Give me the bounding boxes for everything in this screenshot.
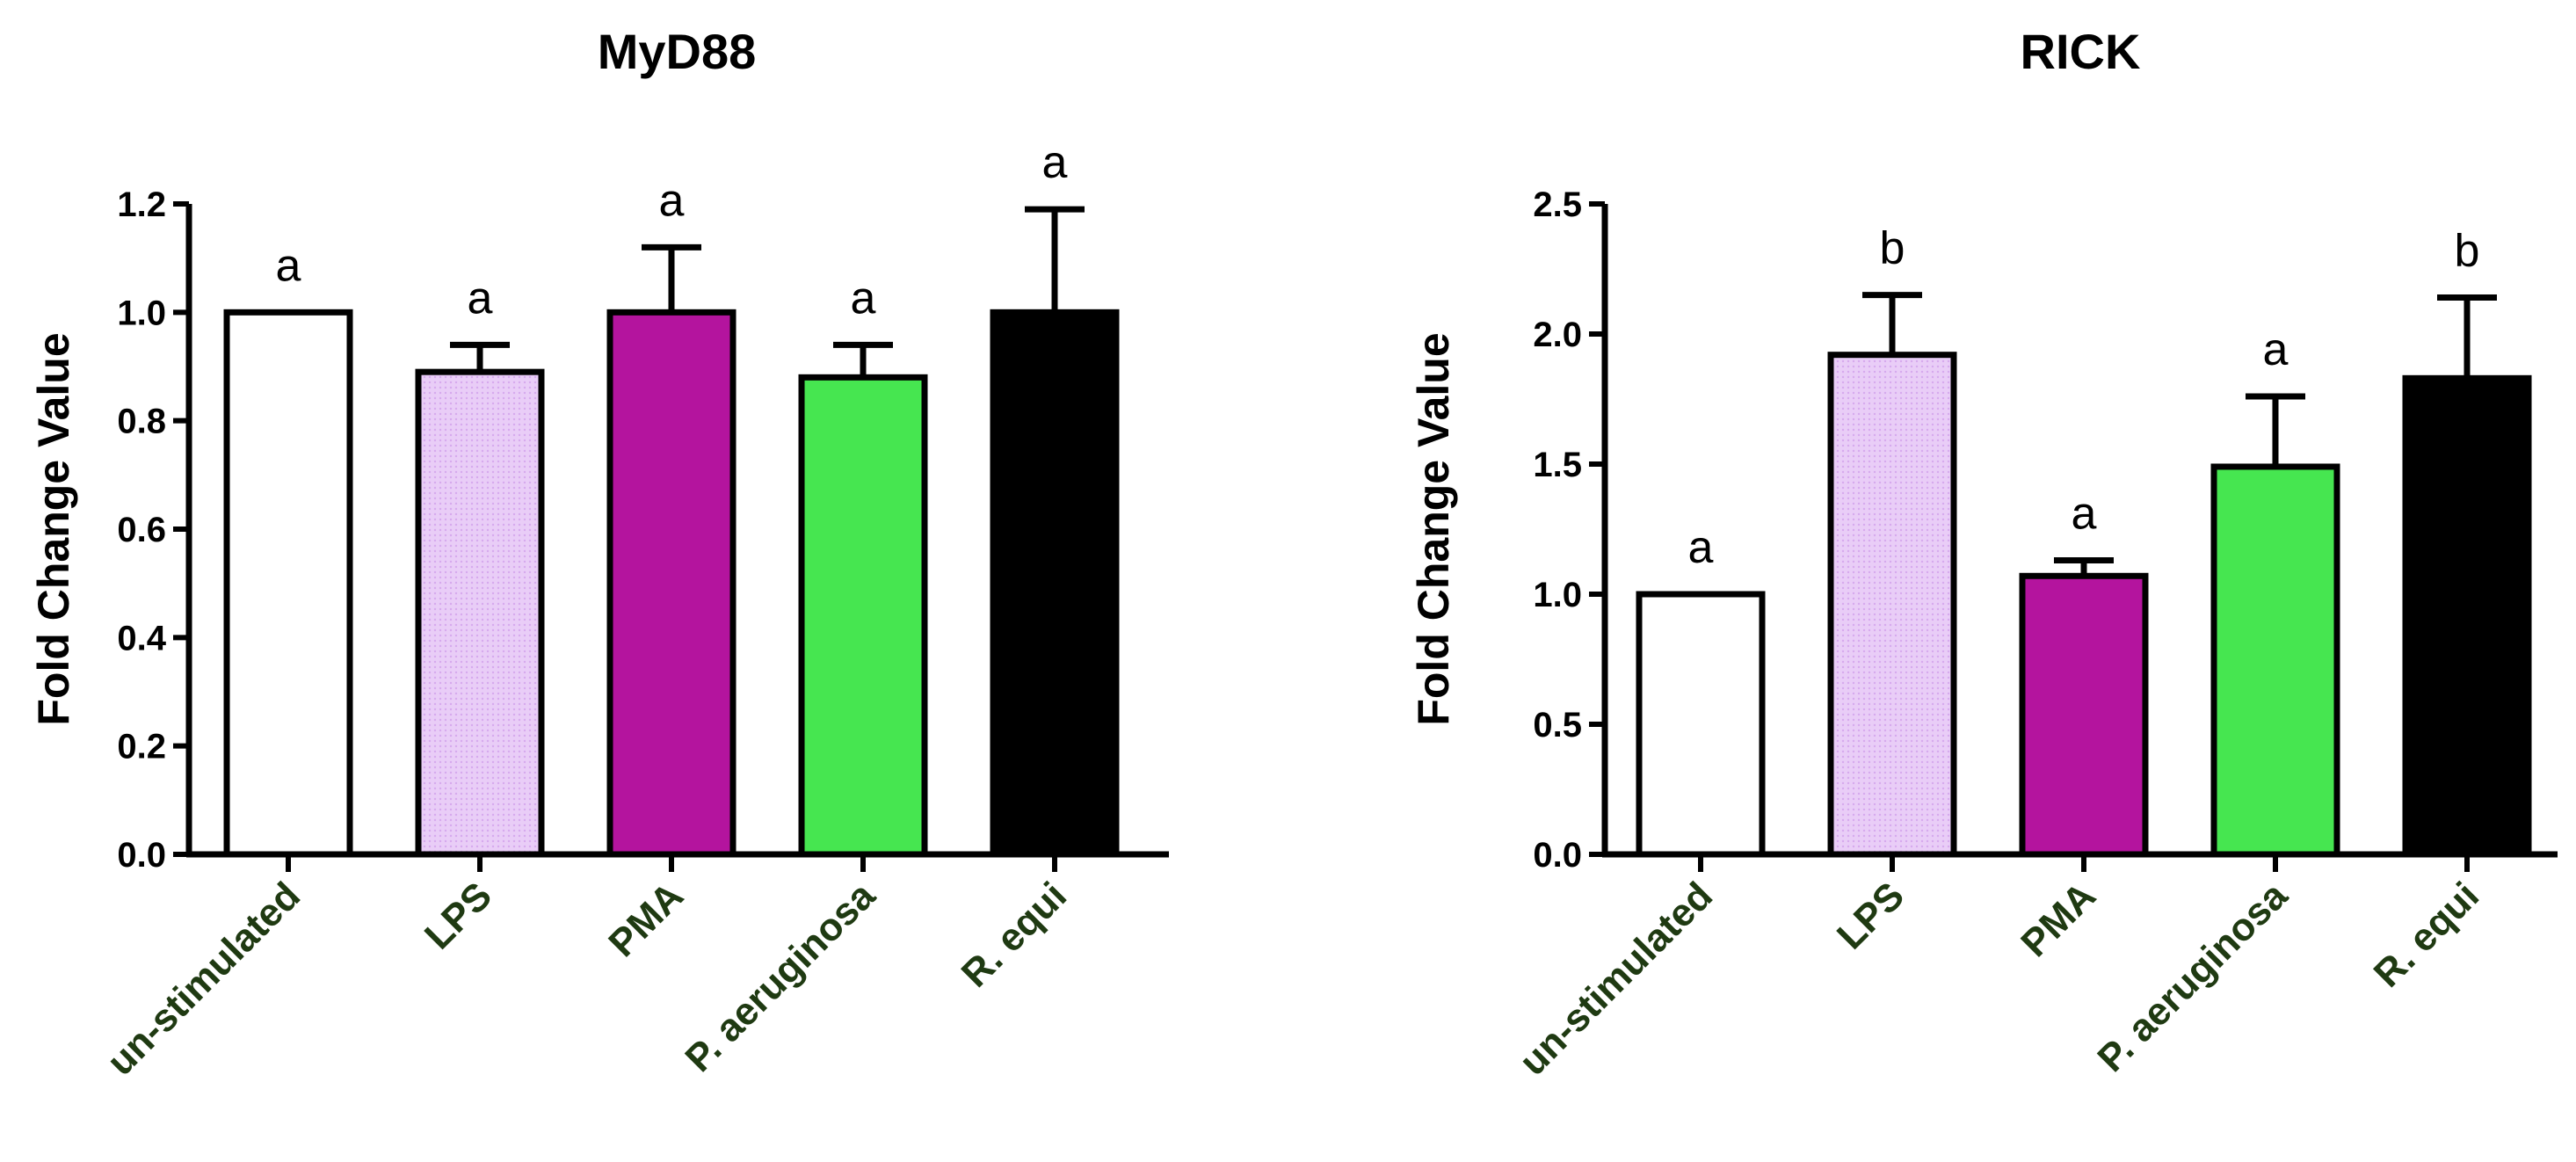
bar bbox=[1636, 591, 1766, 858]
category-label: P. aeruginosa bbox=[677, 874, 883, 1080]
y-tick-label: 0.0 bbox=[117, 836, 166, 875]
y-tick-label: 0.6 bbox=[117, 511, 166, 549]
y-tick-label: 0.0 bbox=[1533, 836, 1582, 875]
category-label: LPS bbox=[417, 874, 500, 957]
y-tick-label: 1.5 bbox=[1533, 446, 1582, 484]
chart-rick: RICK Fold Change Value 0.0 0.5 1.0 1.5 2.0 2.5 a… bbox=[1409, 24, 2558, 1084]
y-tick-label: 2.0 bbox=[1533, 316, 1582, 354]
category-label: LPS bbox=[1829, 874, 1912, 957]
significance-label: a bbox=[468, 272, 493, 323]
significance-label: a bbox=[1688, 522, 1714, 573]
bar bbox=[606, 309, 737, 858]
significance-label: b bbox=[2455, 226, 2480, 277]
category-label: PMA bbox=[600, 874, 692, 965]
bar bbox=[2402, 374, 2532, 858]
chart-title: RICK bbox=[2021, 24, 2141, 79]
bar bbox=[798, 374, 928, 858]
bar bbox=[223, 309, 353, 858]
bar bbox=[1827, 352, 1957, 858]
significance-label: a bbox=[2072, 489, 2097, 540]
chart-myd88: MyD88 Fold Change Value 0.0 0.2 0.4 0.6 0.8 1.0… bbox=[29, 24, 1169, 1084]
bar bbox=[990, 309, 1120, 858]
significance-label: a bbox=[659, 175, 685, 226]
significance-label: a bbox=[1042, 137, 1068, 188]
category-label: PMA bbox=[2013, 874, 2104, 965]
bar bbox=[2019, 572, 2149, 858]
category-label: R. equi bbox=[2366, 874, 2487, 995]
y-tick-label: 2.5 bbox=[1533, 185, 1582, 224]
category-label: R. equi bbox=[954, 874, 1075, 995]
y-axis-label: Fold Change Value bbox=[1409, 332, 1458, 725]
significance-label: b bbox=[1880, 223, 1905, 274]
y-tick-label: 0.8 bbox=[117, 403, 166, 441]
category-label: P. aeruginosa bbox=[2089, 874, 2296, 1080]
significance-label: a bbox=[276, 240, 301, 291]
y-tick-label: 1.0 bbox=[1533, 576, 1582, 614]
y-tick-label: 1.2 bbox=[117, 185, 166, 224]
significance-label: a bbox=[851, 272, 876, 323]
y-tick-label: 0.5 bbox=[1533, 706, 1582, 744]
bar bbox=[415, 368, 545, 858]
category-label: un-stimulated bbox=[1511, 874, 1721, 1084]
y-tick-label: 0.4 bbox=[117, 619, 166, 657]
significance-label: a bbox=[2263, 324, 2289, 375]
y-axis-label: Fold Change Value bbox=[29, 332, 78, 725]
chart-title: MyD88 bbox=[598, 24, 757, 79]
y-tick-label: 1.0 bbox=[117, 294, 166, 332]
bar bbox=[2210, 463, 2340, 858]
category-label: un-stimulated bbox=[98, 874, 308, 1084]
y-tick-label: 0.2 bbox=[117, 728, 166, 766]
